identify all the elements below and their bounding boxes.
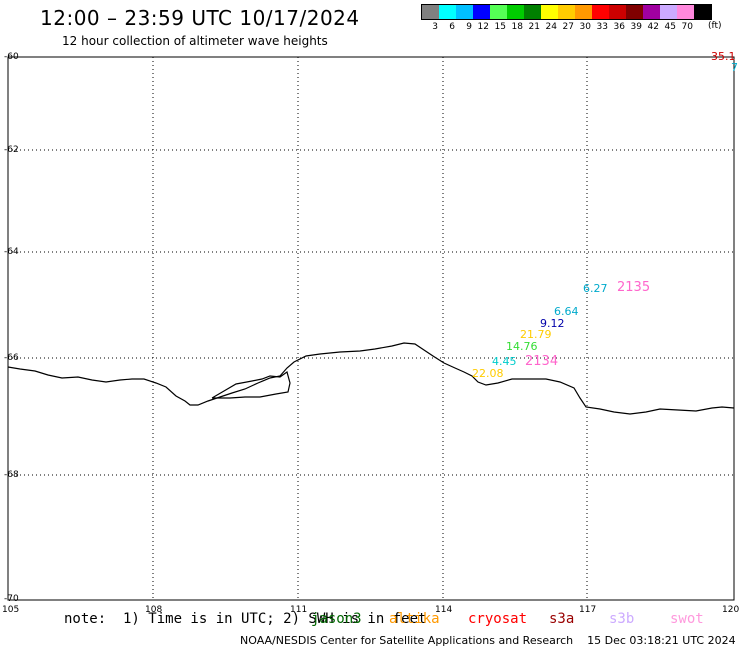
legend-swatch xyxy=(507,5,524,19)
legend-color-bar xyxy=(421,4,712,20)
legend-unit: (ft) xyxy=(708,21,722,31)
legend-swatch xyxy=(541,5,558,19)
lon-label: 105 xyxy=(2,605,20,615)
legend-label: 12 xyxy=(477,22,489,32)
lat-label: -66 xyxy=(4,353,19,363)
lat-label: -64 xyxy=(4,247,19,257)
satellite-altika: altika xyxy=(389,611,440,627)
lat-label: -62 xyxy=(4,145,19,155)
legend-swatch xyxy=(677,5,694,19)
legend-label: 9 xyxy=(466,22,472,32)
lon-label: 117 xyxy=(579,605,597,615)
lat-label: -60 xyxy=(4,52,19,62)
map-frame xyxy=(7,56,735,601)
legend-label: 15 xyxy=(494,22,506,32)
wave-height-legend: 3 6 9 12 15 18 21 24 27 30 33 36 39 42 4… xyxy=(421,4,722,32)
legend-label: 6 xyxy=(449,22,455,32)
legend-swatch xyxy=(422,5,439,19)
page-subtitle: 12 hour collection of altimeter wave hei… xyxy=(62,34,328,48)
legend-label: 3 xyxy=(432,22,438,32)
page-title: 12:00 – 23:59 UTC 10/17/2024 xyxy=(40,6,360,30)
wave-height-reading: 35.1 xyxy=(711,50,736,63)
wave-height-reading: 2134 xyxy=(525,354,559,369)
legend-label: 45 xyxy=(664,22,676,32)
legend-swatch xyxy=(524,5,541,19)
satellite-cryosat: cryosat xyxy=(468,611,528,627)
legend-labels: 3 6 9 12 15 18 21 24 27 30 33 36 39 42 4… xyxy=(421,22,712,32)
satellite-swot: swot xyxy=(670,611,704,627)
wave-height-reading: 4.45 xyxy=(492,355,517,368)
legend-label: 42 xyxy=(647,22,659,32)
wave-height-reading: 6.64 xyxy=(554,305,579,318)
legend-label: 70 xyxy=(681,22,693,32)
legend-label: 21 xyxy=(528,22,540,32)
legend-swatch xyxy=(439,5,456,19)
legend-swatch xyxy=(592,5,609,19)
wave-height-reading: 14.76 xyxy=(506,340,538,353)
lon-label: 114 xyxy=(435,605,453,615)
legend-label: 39 xyxy=(630,22,642,32)
credit-line: NOAA/NESDIS Center for Satellite Applica… xyxy=(240,634,736,647)
legend-label: 27 xyxy=(562,22,574,32)
legend-swatch xyxy=(694,5,711,19)
legend-label: 18 xyxy=(511,22,523,32)
lat-label: -70 xyxy=(4,594,19,604)
legend-swatch xyxy=(490,5,507,19)
wave-height-reading: 21.79 xyxy=(520,328,552,341)
legend-swatch xyxy=(473,5,490,19)
legend-swatch xyxy=(456,5,473,19)
legend-label: 30 xyxy=(579,22,591,32)
wave-height-reading: 2135 xyxy=(617,280,651,295)
legend-label: 24 xyxy=(545,22,557,32)
legend-swatch xyxy=(660,5,677,19)
legend-swatch xyxy=(575,5,592,19)
satellite-s3a: s3a xyxy=(549,611,575,627)
wave-height-reading: 6.27 xyxy=(583,282,608,295)
satellite-s3b: s3b xyxy=(609,611,635,627)
legend-swatch xyxy=(626,5,643,19)
footnote: note: 1) Time is in UTC; 2) SWH is in fe… xyxy=(64,611,427,627)
legend-label: 36 xyxy=(613,22,625,32)
antarctic-coastline xyxy=(7,342,735,415)
legend-swatch xyxy=(558,5,575,19)
coastline-ice-shelf xyxy=(211,371,291,399)
lon-label: 111 xyxy=(290,605,308,615)
wave-height-reading: 22.08 xyxy=(472,367,504,380)
satellite-jason3: jason3 xyxy=(311,611,362,627)
wave-height-reading: 7 xyxy=(731,61,738,74)
lat-label: -68 xyxy=(4,470,19,480)
lon-label: 108 xyxy=(145,605,163,615)
legend-swatch xyxy=(643,5,660,19)
legend-label: 33 xyxy=(596,22,608,32)
legend-swatch xyxy=(609,5,626,19)
lon-label: 120 xyxy=(722,605,740,615)
wave-height-reading: 9.12 xyxy=(540,317,565,330)
